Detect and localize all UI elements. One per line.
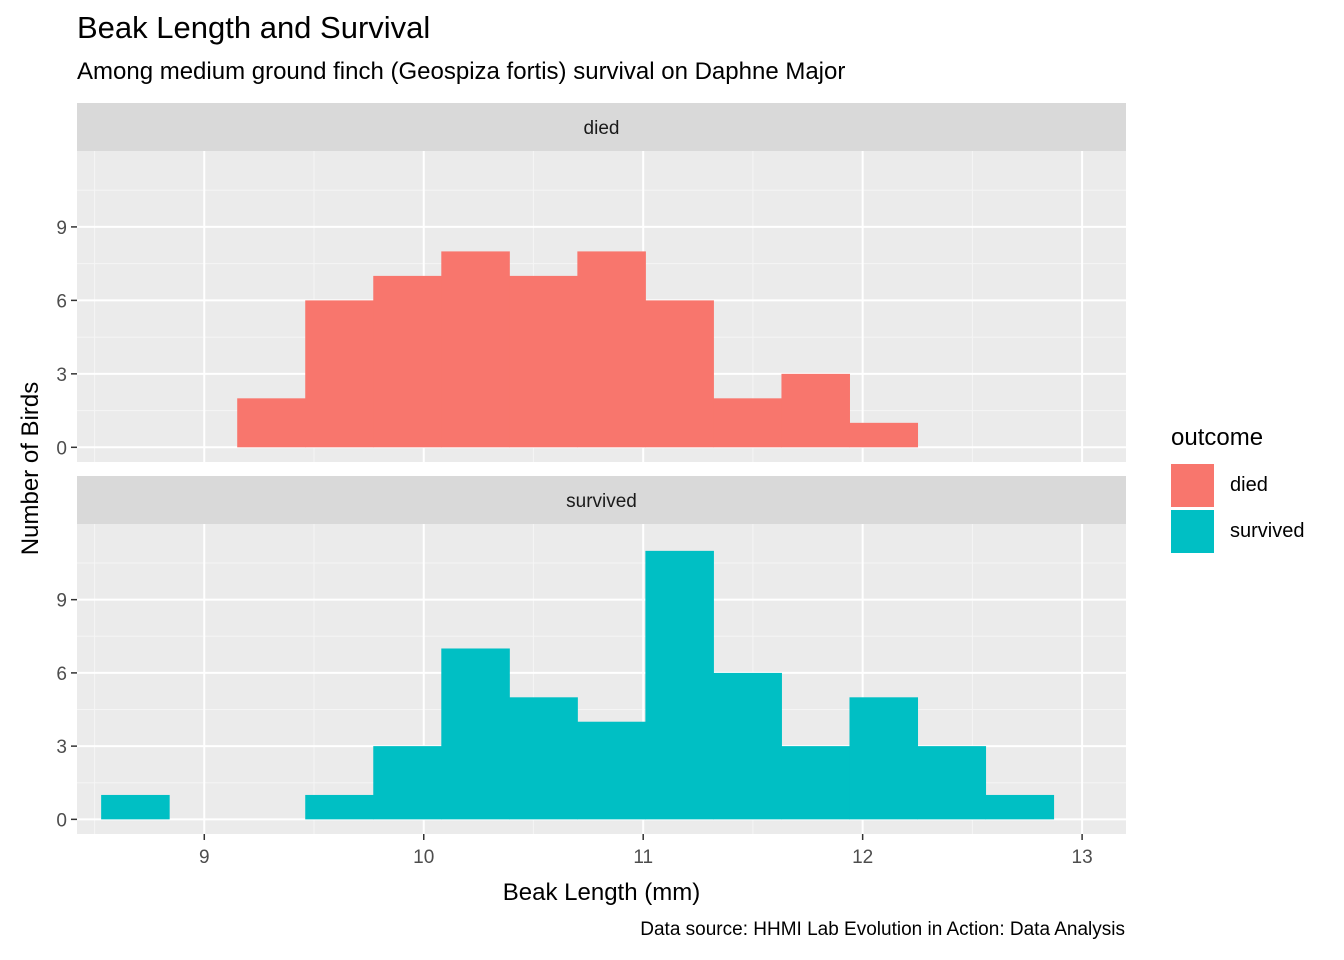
bar-died-7 <box>713 398 782 447</box>
bar-survived-0 <box>101 795 170 819</box>
bar-survived-1 <box>305 795 374 819</box>
x-tick-label: 10 <box>413 847 434 868</box>
legend-label-survived: survived <box>1230 520 1304 543</box>
bar-died-6 <box>645 300 714 447</box>
legend-label-died: died <box>1230 474 1268 497</box>
legend: outcome died survived <box>1171 424 1304 554</box>
bar-died-9 <box>849 423 918 447</box>
y-tick-label-died: 3 <box>56 365 67 386</box>
x-tick-label: 9 <box>199 847 210 868</box>
x-tick-label: 11 <box>633 847 653 868</box>
bar-died-5 <box>577 251 646 447</box>
bar-survived-8 <box>781 746 850 819</box>
facet-label-died: died <box>584 118 620 139</box>
legend-key-survived <box>1171 510 1214 553</box>
bar-died-8 <box>781 374 850 447</box>
legend-item-died: died <box>1171 462 1304 508</box>
bar-survived-10 <box>918 746 987 819</box>
y-tick-label-died: 6 <box>56 291 67 312</box>
y-tick-label-died: 0 <box>56 438 67 459</box>
bar-survived-3 <box>441 648 510 819</box>
bar-survived-7 <box>713 673 782 819</box>
facet-label-survived: survived <box>566 491 637 512</box>
chart-caption: Data source: HHMI Lab Evolution in Actio… <box>640 919 1125 941</box>
y-axis-title: Number of Birds <box>17 382 44 555</box>
bar-survived-4 <box>509 697 578 819</box>
bar-survived-9 <box>849 697 918 819</box>
bar-died-1 <box>305 300 374 447</box>
bar-survived-6 <box>645 551 714 820</box>
y-tick-label-survived: 6 <box>56 664 67 685</box>
y-tick-label-died: 9 <box>56 218 67 239</box>
legend-item-survived: survived <box>1171 508 1304 554</box>
legend-title: outcome <box>1171 424 1304 452</box>
y-tick-label-survived: 9 <box>56 591 67 612</box>
bar-survived-2 <box>373 746 442 819</box>
legend-key-died <box>1171 464 1214 507</box>
x-axis-title: Beak Length (mm) <box>503 879 700 906</box>
bar-survived-11 <box>986 795 1055 819</box>
bar-died-0 <box>237 398 306 447</box>
y-tick-label-survived: 3 <box>56 737 67 758</box>
bar-died-4 <box>509 276 578 447</box>
bar-died-2 <box>373 276 442 447</box>
bar-died-3 <box>441 251 510 447</box>
x-tick-label: 13 <box>1072 847 1093 868</box>
x-tick-label: 12 <box>852 847 873 868</box>
y-tick-label-survived: 0 <box>56 810 67 831</box>
bar-survived-5 <box>577 722 646 820</box>
